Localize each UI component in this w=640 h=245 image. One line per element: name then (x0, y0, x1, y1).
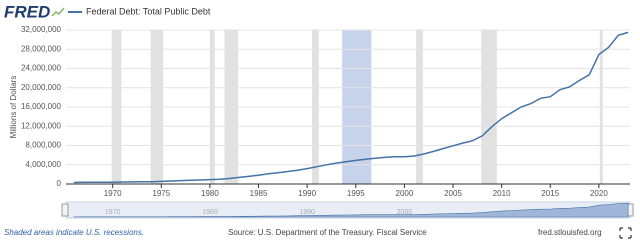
y-tick-label: 24,000,000 (21, 64, 62, 73)
navigator-tick-label: 1970 (105, 209, 121, 216)
logo: FRED (4, 2, 50, 21)
x-tick-label: 1975 (152, 189, 170, 198)
navigator-handle[interactable] (61, 203, 69, 217)
series-line (73, 31, 629, 184)
x-tick-label: 1990 (298, 189, 316, 198)
x-tick-label: 1980 (201, 189, 219, 198)
navigator-area (73, 202, 629, 218)
navigator-tick-label: 1980 (202, 209, 218, 216)
y-tick-label: 16,000,000 (21, 102, 62, 111)
navigator-tick-label: 1990 (299, 209, 315, 216)
y-tick-label: 32,000,000 (21, 25, 62, 34)
x-tick-label: 2010 (493, 189, 511, 198)
y-tick-label: 20,000,000 (21, 83, 62, 92)
y-tick-label: 0 (57, 179, 62, 188)
x-tick-label: 2000 (396, 189, 414, 198)
y-tick-label: 8,000,000 (25, 141, 61, 150)
y-tick-label: 12,000,000 (21, 121, 62, 130)
x-tick-label: 2020 (590, 189, 608, 198)
y-tick-label: 4,000,000 (25, 160, 61, 169)
source: Source: U.S. Department of the Treasury.… (228, 228, 427, 237)
navigator-tick-label: 2000 (397, 209, 413, 216)
recession-note: Shaded areas indicate U.S. recessions. (4, 228, 144, 237)
y-axis-label: Millions of Dollars (9, 76, 18, 139)
legend-label[interactable]: Federal Debt: Total Public Debt (86, 6, 211, 16)
x-tick-label: 1995 (347, 189, 365, 198)
y-tick-label: 28,000,000 (21, 44, 62, 53)
x-tick-label: 1985 (250, 189, 268, 198)
site-link[interactable]: fred.stlouisfed.org (538, 228, 602, 237)
x-tick-label: 2005 (444, 189, 462, 198)
logo-icon (51, 7, 65, 17)
x-tick-label: 1970 (104, 189, 122, 198)
x-tick-label: 2015 (541, 189, 559, 198)
fullscreen-icon[interactable] (619, 227, 632, 239)
